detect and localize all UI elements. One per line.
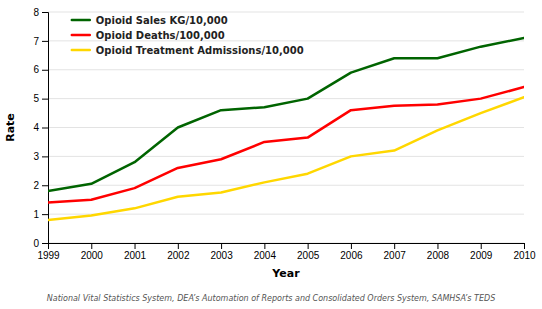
chart: 1999 2000 2001 2002 2003 2004 2005 2006 2007 2008… [0, 0, 542, 309]
annotation: National Vital Statistics System, DEA’s … [47, 294, 495, 303]
axis-line [49, 244, 525, 250]
tick: 2001 [124, 243, 147, 261]
tick-label: 2005 [297, 250, 320, 261]
tick: 1999 [37, 243, 60, 261]
tick-mark [221, 243, 222, 249]
tick: 2007 [384, 243, 407, 261]
tick-mark [135, 243, 136, 249]
legend-swatch [72, 19, 90, 22]
tick-label: 2000 [81, 250, 104, 261]
y-axis: 0 1 2 3 4 5 6 7 8 [33, 7, 48, 249]
tick-mark [264, 243, 265, 249]
grid-line [48, 98, 524, 99]
tick-mark [42, 12, 48, 13]
tick-label: 2003 [210, 250, 233, 261]
grid-line [48, 40, 524, 41]
tick-label: 2002 [167, 250, 190, 261]
tick-mark [42, 243, 48, 244]
legend-swatch [72, 34, 90, 37]
tick-label: 6 [33, 64, 39, 75]
tick-mark [178, 243, 179, 249]
legend-label: Opioid Treatment Admissions/10,000 [96, 45, 304, 56]
tick: 2004 [254, 243, 277, 261]
tick-label: 2010 [513, 250, 536, 261]
grid-line [48, 185, 524, 186]
tick-mark [91, 243, 92, 249]
tick: 5 [33, 93, 48, 104]
series-line [48, 87, 524, 203]
tick-mark [42, 156, 48, 157]
tick-mark [42, 128, 48, 129]
tick-label: 1999 [37, 250, 60, 261]
tick: 6 [33, 64, 48, 75]
series-line [48, 38, 524, 191]
tick-mark [437, 243, 438, 249]
axis-line [42, 13, 49, 244]
x-axis: 1999 2000 2001 2002 2003 2004 2005 2006 2007 2008… [37, 243, 536, 261]
tick: 2009 [470, 243, 493, 261]
tick-label: 5 [33, 93, 39, 104]
tick-label: 4 [33, 122, 39, 133]
tick: 2000 [81, 243, 104, 261]
tick-mark [42, 185, 48, 186]
tick-label: 1 [33, 209, 39, 220]
tick-mark [394, 243, 395, 249]
grid-line [48, 12, 524, 13]
tick-label: 2006 [340, 250, 363, 261]
series-line [48, 97, 524, 220]
legend-item: Opioid Deaths/100,000 [72, 30, 225, 41]
tick: 8 [33, 7, 48, 18]
tick: 7 [33, 36, 48, 47]
tick: 4 [33, 122, 48, 133]
tick-label: 2001 [124, 250, 147, 261]
x-axis-title: Year [271, 267, 300, 280]
grid-line [48, 214, 524, 215]
tick-mark [42, 70, 48, 71]
tick: 2010 [513, 243, 536, 261]
tick: 2008 [427, 243, 450, 261]
tick-mark [42, 41, 48, 42]
tick: 2003 [210, 243, 233, 261]
grid-line [48, 127, 524, 128]
grid-line [48, 156, 524, 157]
tick-label: 8 [33, 7, 39, 18]
tick: 2006 [340, 243, 363, 261]
marks [48, 38, 524, 220]
tick-mark [524, 243, 525, 249]
legend-item: Opioid Treatment Admissions/10,000 [72, 45, 304, 56]
tick-label: 2009 [470, 250, 493, 261]
tick-label: 7 [33, 36, 39, 47]
tick-mark [481, 243, 482, 249]
legend-swatch [72, 49, 90, 52]
tick: 2005 [297, 243, 320, 261]
tick-mark [42, 99, 48, 100]
tick: 3 [33, 151, 48, 162]
legend-label: Opioid Deaths/100,000 [96, 30, 225, 41]
y-axis-title: Rate [4, 113, 17, 142]
legend-label: Opioid Sales KG/10,000 [96, 15, 228, 26]
tick-label: 2 [33, 180, 39, 191]
legend-item: Opioid Sales KG/10,000 [72, 15, 228, 26]
tick-mark [308, 243, 309, 249]
tick-label: 2007 [384, 250, 407, 261]
plot: 1999 2000 2001 2002 2003 2004 2005 2006 2007 2008… [33, 7, 536, 261]
tick-label: 3 [33, 151, 39, 162]
legend: Opioid Sales KG/10,000 Opioid Deaths/100,… [72, 15, 304, 56]
tick-label: 2004 [254, 250, 277, 261]
tick-mark [351, 243, 352, 249]
tick-label: 0 [33, 238, 39, 249]
grid [48, 12, 524, 243]
tick: 2002 [167, 243, 190, 261]
tick-mark [42, 214, 48, 215]
grid-line [48, 69, 524, 70]
tick: 1 [33, 209, 48, 220]
tick: 2 [33, 180, 48, 191]
tick-label: 2008 [427, 250, 450, 261]
tick: 0 [33, 238, 48, 249]
